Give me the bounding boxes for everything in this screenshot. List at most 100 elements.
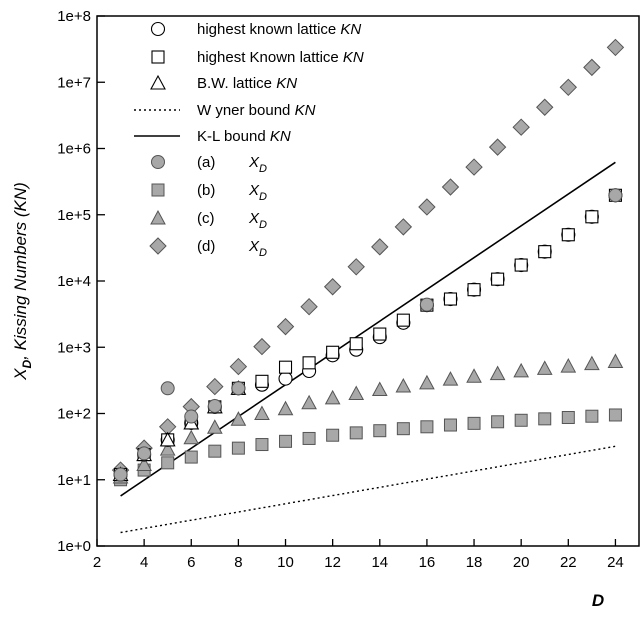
- data-point-s8: [559, 78, 578, 97]
- data-point-s7: [348, 385, 365, 401]
- data-point-s6: [184, 450, 198, 464]
- x-tick-label: 20: [513, 554, 530, 571]
- data-point-s6: [326, 428, 340, 442]
- legend-entry-label: K-L bound KN: [197, 128, 291, 145]
- legend-label-italic: KN: [340, 21, 361, 38]
- data-point-s1: [491, 272, 505, 286]
- data-point-s8: [512, 118, 530, 136]
- x-tick-label: 24: [607, 554, 624, 571]
- data-point-s8: [276, 317, 295, 336]
- legend-label-italic: X: [248, 154, 260, 171]
- data-point-s1: [326, 345, 340, 359]
- data-point-s7: [254, 405, 270, 420]
- legend-entry-label: (a) XD: [197, 154, 267, 175]
- legend-symbol: [151, 183, 165, 197]
- legend-label-main: B.W. lattice: [197, 75, 276, 92]
- data-point-s0: [278, 371, 293, 386]
- data-point-s7: [395, 377, 412, 393]
- y-axis-label-x: X: [11, 368, 30, 381]
- data-point-s8: [606, 38, 625, 57]
- data-point-s8: [323, 278, 342, 296]
- legend-label-sub: D: [259, 247, 267, 259]
- x-tick-label: 4: [140, 554, 148, 571]
- legend-label-italic: X: [248, 238, 260, 255]
- data-point-s7: [159, 441, 176, 456]
- data-point-s5: [231, 381, 246, 396]
- y-tick-label: 1e+0: [57, 538, 91, 555]
- legend-entry-label: highest known lattice KN: [197, 21, 361, 38]
- data-point-s7: [301, 394, 317, 410]
- x-tick-label: 6: [187, 554, 195, 571]
- data-point-s1: [373, 327, 387, 341]
- data-point-s8: [300, 297, 318, 316]
- legend-symbol: [151, 50, 165, 64]
- legend-label-sub: D: [259, 191, 267, 203]
- x-tick-label: 2: [93, 554, 101, 571]
- data-point-s6: [349, 426, 363, 440]
- data-point-s6: [279, 434, 293, 448]
- data-point-s1: [255, 374, 269, 388]
- y-tick-label: 1e+5: [57, 207, 91, 224]
- data-point-s8: [488, 138, 507, 156]
- legend-symbol: [150, 21, 166, 37]
- data-point-s7: [513, 362, 530, 378]
- data-point-s8: [347, 258, 365, 276]
- data-point-s6: [255, 438, 269, 452]
- data-point-s6: [231, 441, 245, 455]
- x-tick-label: 12: [324, 554, 341, 571]
- y-tick-label: 1e+3: [57, 339, 91, 356]
- legend-entry-label: B.W. lattice KN: [197, 75, 297, 92]
- legend-label-italic: X: [248, 182, 260, 199]
- data-point-s6: [491, 415, 505, 429]
- data-point-s6: [373, 424, 387, 438]
- data-point-s6: [467, 416, 481, 430]
- data-point-s7: [183, 429, 200, 445]
- series-layer: [111, 38, 625, 534]
- data-point-s6: [538, 412, 552, 426]
- data-point-s8: [394, 218, 413, 236]
- data-point-s7: [206, 419, 223, 434]
- data-point-s8: [536, 98, 554, 116]
- legend-entry-label: (d) XD: [197, 238, 267, 259]
- legend-label-main: (a): [197, 154, 215, 171]
- legend-entry-label: highest Known lattice KN: [197, 49, 364, 66]
- data-point-s5: [184, 409, 199, 424]
- data-point-s8: [441, 178, 460, 196]
- x-axis-label: D: [592, 591, 604, 610]
- data-point-s1: [538, 245, 552, 259]
- x-tick-label: 10: [277, 554, 294, 571]
- data-point-s7: [324, 389, 341, 405]
- data-point-s8: [229, 357, 248, 376]
- data-point-s7: [584, 355, 600, 371]
- data-point-s8: [253, 337, 271, 356]
- data-point-s6: [420, 420, 434, 434]
- data-point-s6: [443, 418, 457, 432]
- data-point-s7: [560, 358, 577, 373]
- y-axis: 1e+0 1e+1 1e+2 1e+3 1e+4 1e+5 1e+6 1e+7 1e+8: [57, 8, 105, 555]
- data-point-s6: [208, 444, 222, 458]
- data-point-s6: [608, 408, 622, 422]
- legend-label-italic: KN: [276, 75, 297, 92]
- data-point-s6: [161, 456, 175, 470]
- legend-label-sub: D: [259, 219, 267, 231]
- data-point-s1: [514, 258, 528, 272]
- data-point-s8: [465, 158, 483, 176]
- y-tick-label: 1e+4: [57, 273, 91, 290]
- series-line-4: [120, 161, 616, 497]
- legend-entry-label: (c) XD: [197, 210, 267, 231]
- legend-label-main: highest Known lattice: [197, 49, 343, 66]
- series-line-3: [120, 445, 616, 534]
- legend-label-main: (d): [197, 238, 215, 255]
- data-point-s5: [137, 446, 152, 461]
- legend: highest known lattice KN highest Known la…: [134, 21, 364, 259]
- data-point-s6: [396, 422, 410, 436]
- legend-symbol: [149, 237, 167, 255]
- data-point-s7: [136, 456, 152, 471]
- y-axis-label-rest: , Kissing Numbers (KN): [11, 182, 30, 360]
- data-point-s1: [443, 292, 458, 306]
- legend-label-sub: D: [259, 163, 267, 175]
- legend-label-main: W yner bound: [197, 102, 295, 119]
- x-tick-label: 16: [419, 554, 436, 571]
